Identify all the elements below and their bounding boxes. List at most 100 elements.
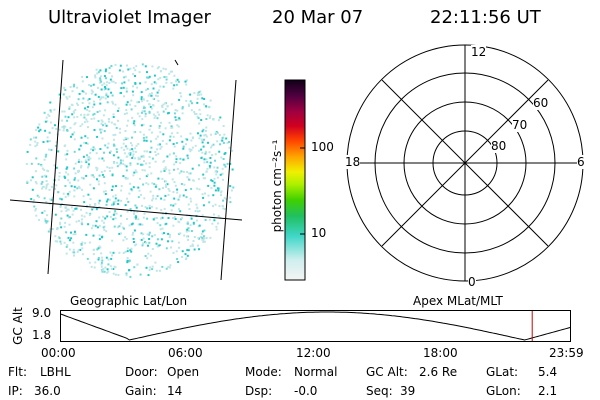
speckle <box>190 148 193 151</box>
speckle <box>214 203 217 206</box>
speckle <box>43 210 46 212</box>
speckle <box>88 203 91 206</box>
speckle <box>180 135 183 138</box>
speckle <box>78 148 81 151</box>
speckle <box>134 157 137 160</box>
glon-value: 2.1 <box>538 384 558 398</box>
time-label: 22:11:56 UT <box>430 7 541 28</box>
speckle <box>208 201 211 204</box>
speckle <box>129 103 132 106</box>
speckle <box>139 82 142 85</box>
speckle <box>174 184 177 187</box>
speckle <box>226 162 229 165</box>
speckle <box>158 125 161 128</box>
speckle <box>186 138 189 141</box>
speckle <box>162 187 164 189</box>
speckle <box>186 249 189 252</box>
speckle <box>105 200 108 203</box>
speckle <box>156 245 159 248</box>
speckle <box>150 83 153 86</box>
speckle <box>145 162 148 165</box>
speckle <box>73 150 76 153</box>
speckle <box>90 84 93 87</box>
speckle <box>145 89 148 91</box>
speckle <box>130 250 133 253</box>
speckle <box>178 172 181 175</box>
speckle <box>164 194 167 197</box>
speckle <box>87 156 90 159</box>
speckle <box>146 71 148 74</box>
speckle <box>103 159 105 162</box>
speckle <box>54 124 56 127</box>
speckle <box>73 195 76 198</box>
speckle <box>107 258 110 261</box>
speckle <box>74 177 76 180</box>
speckle <box>215 173 218 176</box>
speckle <box>114 103 117 106</box>
speckle <box>64 125 67 128</box>
speckle <box>45 187 48 190</box>
speckle <box>168 189 171 192</box>
mlt-label-6: 6 <box>577 155 585 169</box>
speckle <box>179 92 182 95</box>
speckle <box>161 227 164 230</box>
speckle <box>165 81 168 84</box>
speckle <box>100 171 103 173</box>
speckle <box>187 203 190 206</box>
speckle <box>193 111 196 113</box>
speckle <box>71 90 74 93</box>
speckle <box>159 121 162 124</box>
speckle <box>108 198 111 201</box>
speckle <box>159 131 162 134</box>
speckle <box>84 159 87 162</box>
speckle <box>59 240 62 243</box>
speckle <box>213 181 216 184</box>
speckle <box>131 148 134 151</box>
speckle <box>95 207 98 210</box>
speckle <box>127 200 130 203</box>
speckle <box>213 219 216 222</box>
speckle <box>151 248 154 250</box>
speckle <box>99 69 102 72</box>
speckle <box>144 65 147 68</box>
speckle <box>122 175 125 178</box>
speckle <box>196 210 199 213</box>
speckle <box>167 240 169 243</box>
speckle <box>224 208 226 210</box>
speckle <box>86 257 89 260</box>
speckle <box>105 84 108 87</box>
speckle <box>160 70 163 73</box>
speckle <box>199 113 202 116</box>
speckle <box>38 130 41 133</box>
speckle <box>90 89 93 92</box>
speckle <box>190 217 193 220</box>
speckle <box>99 131 102 134</box>
speckle <box>190 139 193 142</box>
speckle <box>74 122 77 125</box>
speckle <box>162 103 165 106</box>
speckle <box>175 158 178 161</box>
mlat-label-70: 70 <box>512 118 528 132</box>
speckle <box>137 158 140 161</box>
speckle <box>207 184 210 187</box>
speckle <box>77 98 80 101</box>
speckle <box>150 92 153 95</box>
speckle <box>98 202 100 205</box>
speckle <box>34 145 37 148</box>
speckle <box>189 224 192 227</box>
speckle <box>209 115 212 118</box>
speckle <box>150 205 153 208</box>
speckle <box>170 246 172 249</box>
speckle <box>102 268 105 270</box>
speckle <box>59 223 62 226</box>
speckle <box>146 207 149 210</box>
speckle <box>168 72 171 75</box>
speckle <box>129 67 132 70</box>
speckle <box>179 162 182 165</box>
speckle <box>114 217 117 220</box>
speckle <box>172 152 175 155</box>
speckle <box>121 226 124 229</box>
speckle <box>155 184 158 187</box>
speckle <box>81 188 83 191</box>
speckle <box>122 142 125 145</box>
